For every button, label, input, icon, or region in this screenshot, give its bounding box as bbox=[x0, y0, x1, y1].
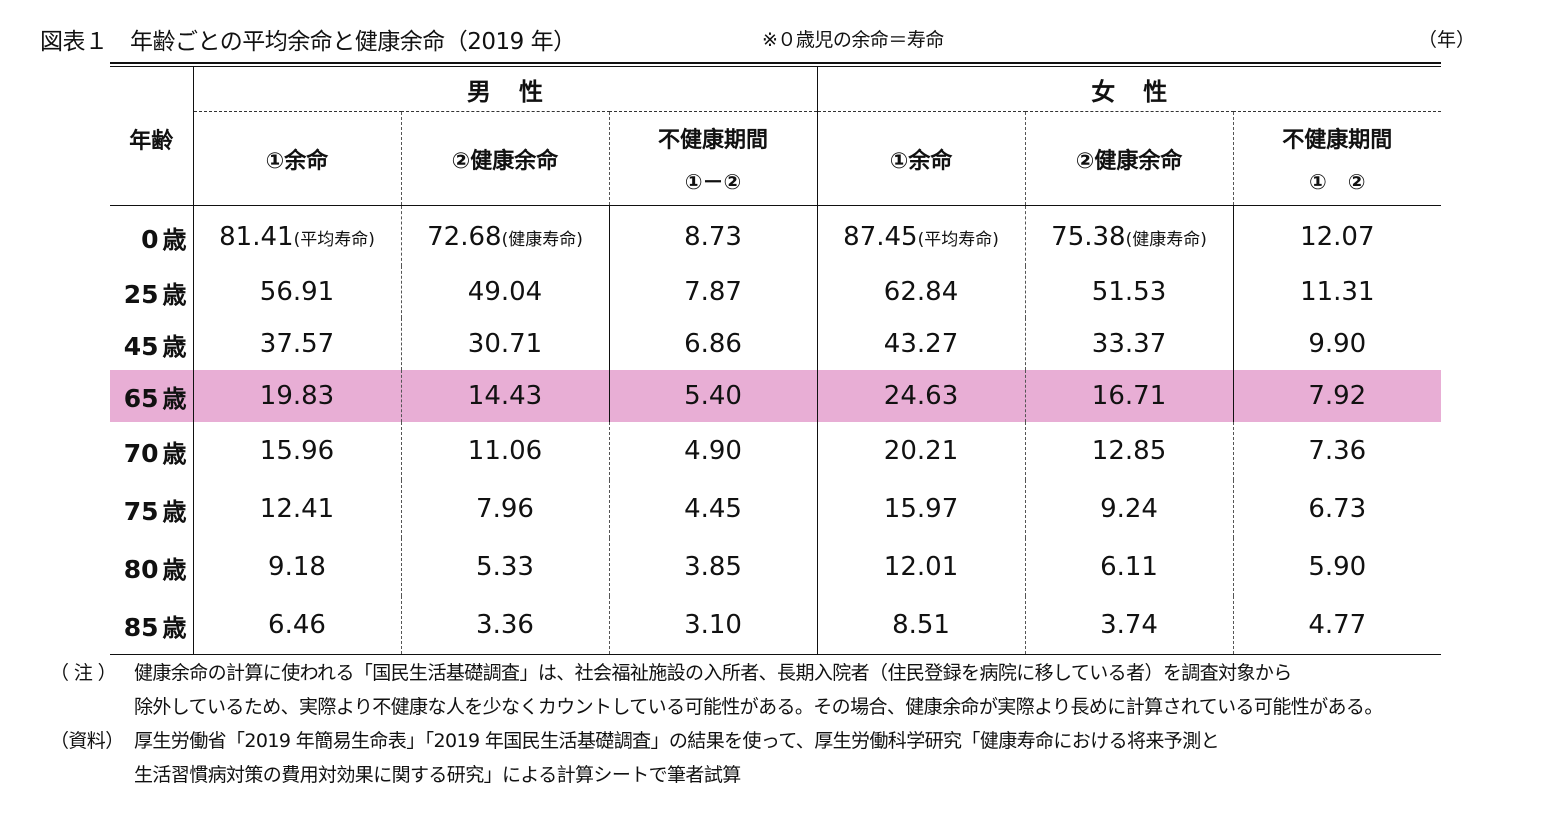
note-label: （ 注 ） bbox=[50, 662, 117, 684]
male-life-cell: 81.41(平均寿命) bbox=[192, 205, 401, 266]
female-healthy-cell: 16.71 bbox=[1024, 370, 1234, 422]
female-unhealthy-cell: 6.73 bbox=[1232, 480, 1442, 538]
source-label: （資料） bbox=[50, 730, 124, 752]
female-healthy-cell: 6.11 bbox=[1024, 538, 1234, 596]
male-unhealthy-cell: 3.85 bbox=[608, 538, 818, 596]
age-cell: 25 歳 bbox=[123, 279, 187, 309]
male-unhealthy-cell: 5.40 bbox=[608, 370, 818, 422]
female-unhealthy-cell: 12.07 bbox=[1232, 205, 1442, 266]
table-row: 45 歳 37.57 30.71 6.86 43.27 33.37 9.90 bbox=[110, 318, 1442, 370]
male-life-cell: 15.96 bbox=[192, 422, 401, 480]
female-life-cell: 43.27 bbox=[816, 318, 1026, 370]
male-life-cell: 6.46 bbox=[192, 596, 401, 655]
note-text: 除外しているため、実際より不健康な人を少なくカウントしている可能性がある。その場… bbox=[134, 696, 1383, 718]
figure-header: 図表１ 年齢ごとの平均余命と健康余命（2019 年） ※０歳児の余命＝寿命 （年… bbox=[40, 22, 1475, 56]
female-unhealthy-cell: 5.90 bbox=[1232, 538, 1442, 596]
female-life-cell: 24.63 bbox=[816, 370, 1026, 422]
male-healthy-cell: 49.04 bbox=[400, 266, 609, 318]
age-cell: 45 歳 bbox=[123, 331, 187, 361]
male-unhealthy-cell: 6.86 bbox=[608, 318, 818, 370]
male-life-cell: 19.83 bbox=[192, 370, 401, 422]
age-cell: 65 歳 bbox=[110, 370, 193, 422]
age-column-header: 年齢 bbox=[110, 67, 193, 206]
male-healthy-cell: 30.71 bbox=[400, 318, 609, 370]
female-unhealthy-cell: 11.31 bbox=[1232, 266, 1442, 318]
male-group-header: 男性 bbox=[192, 67, 818, 112]
female-life-cell: 12.01 bbox=[816, 538, 1026, 596]
female-unhealthy-cell: 4.77 bbox=[1232, 596, 1442, 655]
female-healthy-cell: 3.74 bbox=[1024, 596, 1234, 655]
female-healthy-cell: 51.53 bbox=[1024, 266, 1234, 318]
age-cell: 70 歳 bbox=[123, 438, 187, 468]
table-row: 25 歳 56.91 49.04 7.87 62.84 51.53 11.31 bbox=[110, 266, 1442, 318]
male-life-cell: 12.41 bbox=[192, 480, 401, 538]
male-healthy-cell: 72.68(健康寿命) bbox=[400, 205, 609, 266]
age-cell: 80 歳 bbox=[123, 554, 187, 584]
female-life-cell: 62.84 bbox=[816, 266, 1026, 318]
female-life-cell: 15.97 bbox=[816, 480, 1026, 538]
male-healthy-cell: 5.33 bbox=[400, 538, 609, 596]
table-row-highlighted: 65 歳 19.83 14.43 5.40 24.63 16.71 7.92 bbox=[110, 370, 1442, 422]
female-healthy-cell: 75.38(健康寿命) bbox=[1024, 205, 1234, 266]
male-unhealthy-header: 不健康期間 ①－② bbox=[608, 111, 818, 206]
female-unhealthy-cell: 9.90 bbox=[1232, 318, 1442, 370]
male-healthy-cell: 11.06 bbox=[400, 422, 609, 480]
table-row: 70 歳 15.96 11.06 4.90 20.21 12.85 7.36 bbox=[110, 422, 1442, 480]
male-life-header: ①余命 bbox=[192, 111, 401, 206]
age-cell: 75 歳 bbox=[123, 496, 187, 526]
table-row: 75 歳 12.41 7.96 4.45 15.97 9.24 6.73 bbox=[110, 480, 1442, 538]
table-top-double-rule bbox=[110, 62, 1441, 67]
male-healthy-cell: 14.43 bbox=[400, 370, 609, 422]
female-group-header: 女性 bbox=[816, 67, 1442, 112]
male-unhealthy-cell: 7.87 bbox=[608, 266, 818, 318]
male-life-cell: 9.18 bbox=[192, 538, 401, 596]
male-healthy-cell: 3.36 bbox=[400, 596, 609, 655]
female-unhealthy-cell: 7.36 bbox=[1232, 422, 1442, 480]
unit-label: （年） bbox=[1418, 29, 1476, 51]
figure-note: ※０歳児の余命＝寿命 bbox=[762, 29, 944, 51]
female-healthy-header: ②健康余命 bbox=[1024, 111, 1234, 206]
source-text: 生活習慣病対策の費用対効果に関する研究」による計算シートで筆者試算 bbox=[134, 764, 741, 786]
source-text: 厚生労働省「2019 年簡易生命表」「2019 年国民生活基礎調査」の結果を使っ… bbox=[134, 730, 1220, 752]
male-unhealthy-cell: 4.90 bbox=[608, 422, 818, 480]
age-cell: 85 歳 bbox=[110, 596, 193, 655]
table-row: 85 歳 6.46 3.36 3.10 8.51 3.74 4.77 bbox=[110, 596, 1442, 655]
female-unhealthy-header: 不健康期間 ① ② bbox=[1232, 111, 1442, 206]
male-healthy-cell: 7.96 bbox=[400, 480, 609, 538]
female-life-cell: 8.51 bbox=[816, 596, 1026, 655]
note-text: 健康余命の計算に使われる「国民生活基礎調査」は、社会福祉施設の入所者、長期入院者… bbox=[134, 662, 1292, 684]
female-life-header: ①余命 bbox=[816, 111, 1026, 206]
female-healthy-cell: 12.85 bbox=[1024, 422, 1234, 480]
female-life-cell: 20.21 bbox=[816, 422, 1026, 480]
male-unhealthy-cell: 4.45 bbox=[608, 480, 818, 538]
male-unhealthy-cell: 3.10 bbox=[608, 596, 818, 655]
male-healthy-header: ②健康余命 bbox=[400, 111, 609, 206]
table-row: 80 歳 9.18 5.33 3.85 12.01 6.11 5.90 bbox=[110, 538, 1442, 596]
male-life-cell: 56.91 bbox=[192, 266, 401, 318]
female-life-cell: 87.45(平均寿命) bbox=[816, 205, 1026, 266]
life-expectancy-table: 年齢 男性 女性 ①余命 ②健康余命 不健康期間 ①－② ①余命 ②健康余命 不健… bbox=[110, 62, 1442, 655]
female-healthy-cell: 33.37 bbox=[1024, 318, 1234, 370]
figure-title: 図表１ 年齢ごとの平均余命と健康余命（2019 年） bbox=[40, 29, 576, 55]
female-healthy-cell: 9.24 bbox=[1024, 480, 1234, 538]
male-life-cell: 37.57 bbox=[192, 318, 401, 370]
male-unhealthy-cell: 8.73 bbox=[608, 205, 818, 266]
female-unhealthy-cell: 7.92 bbox=[1232, 370, 1442, 422]
